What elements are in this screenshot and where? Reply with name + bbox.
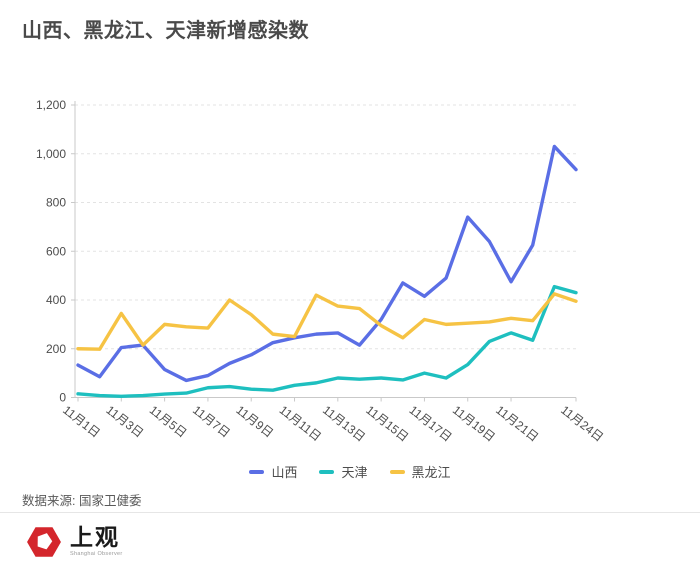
series-line-天津 bbox=[76, 284, 578, 398]
legend-marker-icon bbox=[319, 469, 335, 474]
data-source-note: 数据来源: 国家卫健委 bbox=[22, 494, 142, 508]
x-axis-label: 11月11日 bbox=[277, 403, 324, 444]
y-axis-label: 400 bbox=[46, 293, 66, 307]
x-axis-label: 11月9日 bbox=[233, 403, 276, 441]
chart-title: 山西、黑龙江、天津新增感染数 bbox=[22, 20, 309, 42]
legend-label: 山西 bbox=[271, 465, 298, 480]
x-axis-label: 11月5日 bbox=[147, 403, 190, 441]
y-axis-label: 800 bbox=[46, 196, 66, 210]
x-axis-label: 11月15日 bbox=[363, 403, 411, 445]
x-axis-label: 11月17日 bbox=[407, 403, 455, 445]
x-axis-label: 11月3日 bbox=[103, 403, 146, 441]
x-axis-label: 11月21日 bbox=[493, 403, 541, 445]
series-line-山西 bbox=[76, 144, 578, 383]
series-line-黑龙江 bbox=[76, 292, 578, 351]
y-axis-label: 0 bbox=[59, 391, 66, 405]
legend-item-山西[interactable]: 山西 bbox=[249, 462, 297, 481]
y-axis-label: 1,200 bbox=[36, 98, 66, 112]
legend-marker-icon bbox=[389, 469, 405, 474]
x-axis-label: 11月1日 bbox=[60, 403, 103, 441]
chart-legend: 山西 天津 黑龙江 bbox=[0, 462, 700, 481]
x-axis-label: 11月7日 bbox=[190, 403, 233, 441]
y-axis-label: 1,000 bbox=[36, 147, 66, 161]
x-axis-label: 11月13日 bbox=[320, 403, 368, 445]
y-axis-label: 600 bbox=[46, 244, 66, 258]
legend-label: 天津 bbox=[341, 465, 368, 480]
legend-label: 黑龙江 bbox=[411, 465, 451, 480]
footer-divider bbox=[0, 512, 700, 513]
x-axis-label: 11月24日 bbox=[558, 403, 606, 445]
logo-subtitle: Shanghai Observer bbox=[70, 551, 123, 558]
legend-marker-icon bbox=[249, 469, 265, 474]
x-axis-label: 11月19日 bbox=[450, 403, 498, 445]
publisher-logo: 上观 Shanghai Observer bbox=[26, 524, 123, 560]
legend-item-天津[interactable]: 天津 bbox=[319, 462, 368, 481]
hexagon-logo-icon bbox=[27, 527, 61, 557]
logo-text: 上观 Shanghai Observer bbox=[70, 526, 123, 558]
logo-name: 上观 bbox=[70, 524, 120, 552]
legend-item-黑龙江[interactable]: 黑龙江 bbox=[389, 462, 451, 481]
y-axis-label: 200 bbox=[46, 342, 66, 356]
